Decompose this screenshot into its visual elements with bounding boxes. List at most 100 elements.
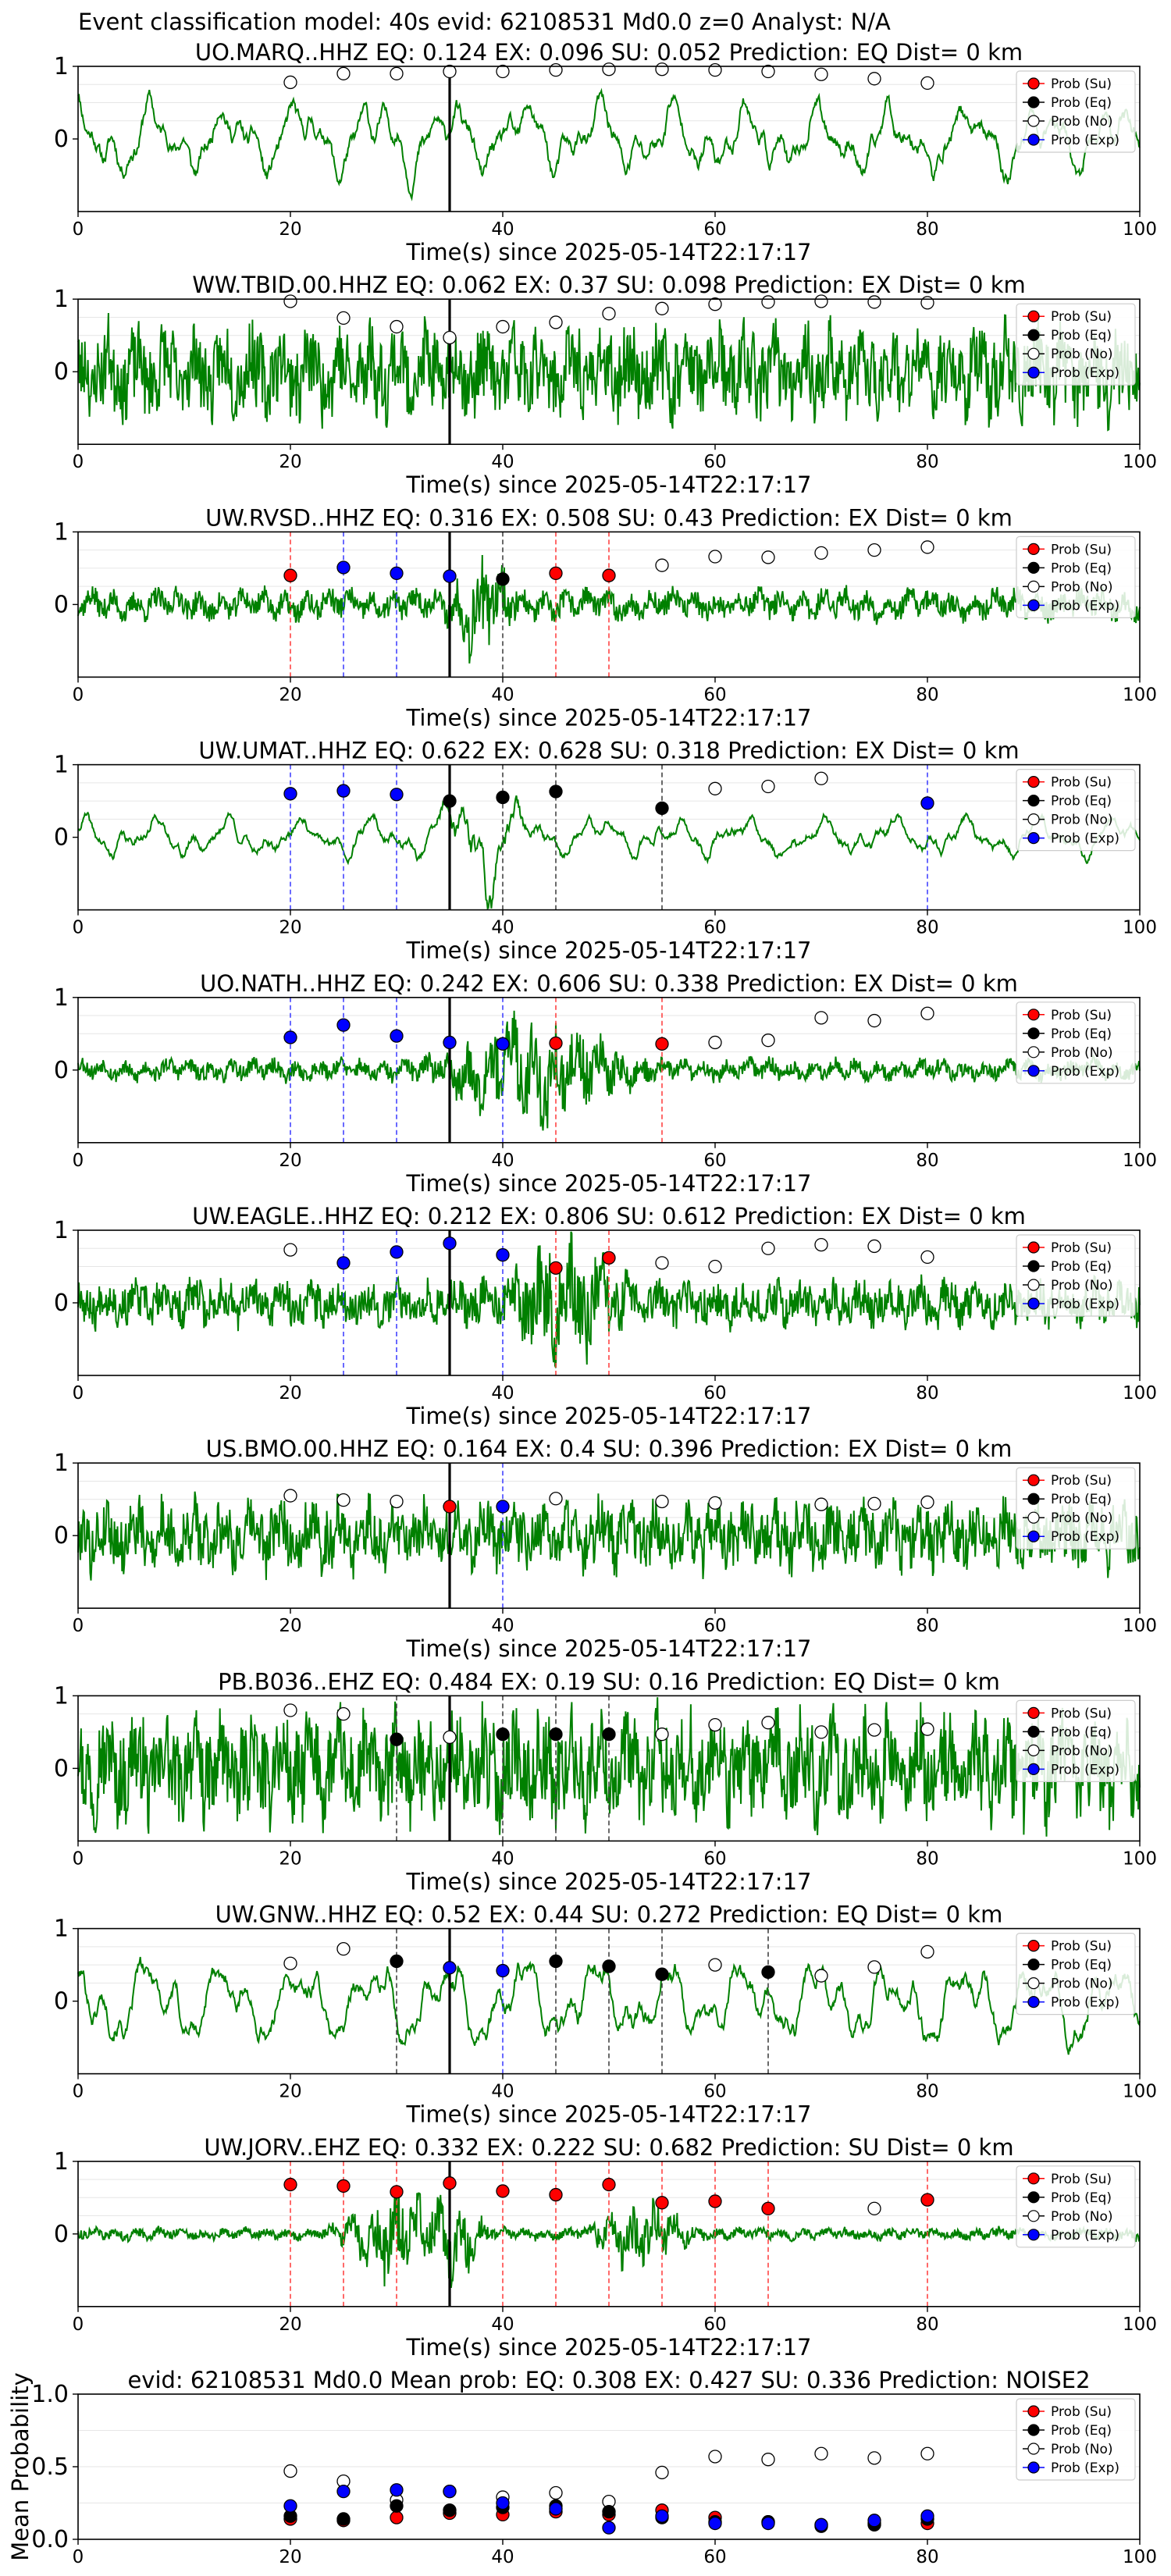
prob-marker-exp [336,2484,351,2499]
prob-marker-exp [496,1037,510,1051]
waveform-trace [77,1231,1141,1368]
prob-marker-no [867,1723,881,1737]
legend-marker-su [1027,310,1040,322]
legend: Prob (Su) Prob (Eq) Prob (No) Prob (Exp) [1016,303,1136,386]
panel-title: UW.GNW..HHZ EQ: 0.52 EX: 0.44 SU: 0.272 … [215,1902,1003,1928]
prob-marker-su [443,1500,457,1514]
prob-marker-su [761,2201,775,2215]
prob-marker-exp [283,787,297,801]
legend-marker-su [1027,77,1040,90]
plot-frame [77,66,1141,212]
prob-marker-su [390,2185,404,2199]
x-tick-label: 60 [703,452,726,472]
legend-marker-no [1027,1744,1040,1756]
prob-marker-eq [443,794,457,808]
legend-label-exp: Prob (Exp) [1051,1762,1119,1777]
prob-marker-eq [496,1727,510,1742]
panel-5: UO.NATH..HHZ EQ: 0.242 EX: 0.606 SU: 0.3… [54,970,1157,1197]
prob-marker-no [814,1725,828,1739]
legend: Prob (Su) Prob (Eq) Prob (No) Prob (Exp) [1016,1234,1136,1317]
x-tick-label: 80 [916,2547,938,2567]
legend-marker-su [1027,1940,1040,1952]
x-tick-label: 60 [703,1848,726,1869]
prob-marker-su [549,566,563,581]
prob-marker-su [655,1037,669,1051]
prob-marker-eq [390,1732,404,1746]
legend-marker-exp [1027,1297,1040,1310]
prob-marker-no [336,66,351,80]
prob-marker-no [867,1013,881,1028]
legend-marker-exp [1027,366,1040,379]
x-tick-label: 0 [73,2082,84,2102]
legend-label-exp: Prob (Exp) [1051,365,1119,381]
prob-marker-no [283,2464,297,2478]
x-tick-label: 40 [491,2547,514,2567]
x-tick-label: 40 [491,1616,514,1636]
legend-marker-su [1027,1474,1040,1486]
prob-marker-exp [390,566,404,581]
prob-marker-no [920,1944,934,1959]
legend: Prob (Su) Prob (Eq) Prob (No) Prob (Exp) [1016,768,1136,852]
x-tick-label: 80 [916,685,938,705]
x-tick-label: 20 [279,1383,301,1404]
panel-title: UO.MARQ..HHZ EQ: 0.124 EX: 0.096 SU: 0.0… [195,39,1023,66]
legend-marker-eq [1027,561,1040,575]
prob-marker-eq [390,1954,404,1969]
legend-label-eq: Prob (Eq) [1051,1026,1112,1042]
prob-marker-no [920,1006,934,1020]
x-tick-label: 40 [491,1151,514,1171]
prob-marker-no [814,771,828,785]
prob-marker-no [761,1241,775,1255]
x-tick-label: 0 [73,1848,84,1869]
legend-marker-eq [1027,1725,1040,1738]
legend-label-exp: Prob (Exp) [1051,1297,1119,1312]
y-tick-label: 1 [54,1916,69,1943]
x-tick-label: 0 [73,1151,84,1171]
prob-marker-exp [496,1500,510,1514]
y-tick-label: 1 [54,53,69,80]
prob-marker-exp [390,788,404,802]
prob-marker-no [708,1717,722,1732]
prob-marker-no [920,296,934,310]
x-tick-label: 0 [73,452,84,472]
legend-marker-exp [1027,599,1040,612]
panel-8: PB.B036..EHZ EQ: 0.484 EX: 0.19 SU: 0.16… [54,1668,1157,1895]
prob-marker-exp [443,1035,457,1050]
x-tick-label: 60 [703,2082,726,2102]
x-tick-label: 20 [279,452,301,472]
x-tick-label: 80 [916,219,938,240]
legend-box [1016,2165,1136,2248]
legend-label-su: Prob (Su) [1051,542,1112,557]
prob-marker-no [549,315,563,329]
prob-marker-eq [602,1959,616,1973]
x-axis-label: Time(s) since 2025-05-14T22:17:17 [406,2334,812,2361]
legend-marker-no [1027,1046,1040,1059]
panel-title: PB.B036..EHZ EQ: 0.484 EX: 0.19 SU: 0.16… [218,1668,1000,1695]
x-tick-label: 80 [916,918,938,938]
x-tick-label: 80 [916,452,938,472]
prob-marker-no [283,75,297,90]
legend-label-no: Prob (No) [1051,347,1113,362]
legend-label-su: Prob (Su) [1051,1706,1112,1721]
legend-box [1016,1002,1136,1084]
legend-label-no: Prob (No) [1051,579,1113,595]
prob-marker-no [814,294,828,308]
y-tick-label: 1 [54,286,69,313]
x-tick-label: 20 [279,2547,301,2567]
y-tick-label: 0 [54,1290,69,1317]
x-tick-label: 100 [1123,918,1157,938]
legend-label-eq: Prob (Eq) [1051,560,1112,576]
legend-marker-su [1027,2405,1040,2418]
legend-marker-su [1027,1009,1040,1021]
prob-marker-su [390,2510,404,2524]
prob-marker-exp [390,2483,404,2497]
prob-marker-exp [336,784,351,798]
panels: UO.MARQ..HHZ EQ: 0.124 EX: 0.096 SU: 0.0… [7,39,1157,2567]
prob-marker-no [549,2485,563,2500]
legend-marker-su [1027,543,1040,556]
prob-marker-su [549,1036,563,1051]
y-tick-label: 0.0 [31,2526,69,2553]
x-tick-label: 40 [491,452,514,472]
prob-marker-no [602,62,616,76]
prob-marker-eq [549,1954,563,1969]
